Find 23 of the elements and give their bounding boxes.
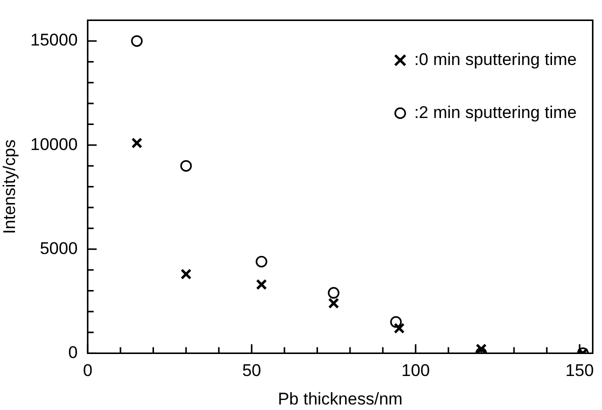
point — [180, 160, 192, 172]
y-tick-label: 5000 — [40, 238, 78, 258]
point — [131, 35, 143, 47]
y-tick-label: 15000 — [30, 30, 78, 50]
point — [328, 298, 340, 309]
x-tick-label: 0 — [82, 361, 92, 380]
point — [394, 322, 405, 334]
point — [328, 287, 340, 299]
legend-label: :2 min sputtering time — [414, 102, 577, 122]
y-tick-label: 10000 — [30, 134, 78, 154]
point — [256, 279, 267, 290]
point — [476, 344, 487, 354]
legend-label: :0 min sputtering time — [414, 50, 577, 69]
point — [180, 268, 192, 280]
y-tick-label: 0 — [68, 342, 78, 362]
y-axis-title: Intensity/cps — [0, 139, 19, 234]
x-tick-label: 50 — [242, 361, 262, 380]
x-tick-label: 100 — [401, 361, 430, 380]
x-tick-label: 150 — [565, 361, 594, 380]
point — [256, 256, 268, 268]
x-axis-title: Pb thickness/nm — [278, 389, 403, 408]
point — [390, 316, 402, 328]
point — [131, 138, 142, 148]
